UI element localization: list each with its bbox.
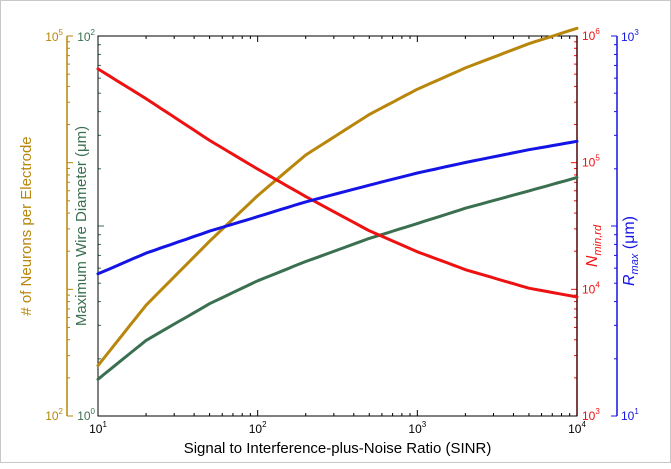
nmin-tick-1e6-base: 10 <box>582 29 596 43</box>
neurons-tick-bottom-base: 10 <box>45 409 59 423</box>
neurons-tick-label-top: 105 <box>45 28 63 44</box>
rmax-tick-label-bottom: 101 <box>621 407 639 423</box>
nmin-tick-1e5-exp: 5 <box>595 154 600 163</box>
x-tick-1e2-exp: 2 <box>262 420 267 429</box>
rmax-tick-top-exp: 3 <box>634 28 639 37</box>
x-tick-1e2-base: 10 <box>249 422 263 436</box>
neurons-tick-top-base: 10 <box>45 30 59 44</box>
x-axis-ticks <box>97 36 578 416</box>
nmin-tick-1e6-exp: 6 <box>595 27 600 36</box>
neurons-axis-label: # of Neurons per Electrode <box>18 136 35 315</box>
x-tick-1e4-exp: 4 <box>581 420 586 429</box>
x-tick-1e3-base: 10 <box>408 422 422 436</box>
diameter-tick-label-bottom: 100 <box>77 407 95 423</box>
nmin-tick-1e4-exp: 4 <box>595 280 600 289</box>
rmax-tick-bottom-base: 10 <box>621 409 635 423</box>
nmin-tick-1e3-base: 10 <box>582 409 596 423</box>
x-tick-label-1e3: 103 <box>408 420 426 436</box>
diameter-tick-bottom-base: 10 <box>77 409 91 423</box>
diameter-tick-bottom-exp: 0 <box>91 407 96 416</box>
series-neurons-line <box>96 26 579 368</box>
nmin-axis: 106 105 104 103 Nmin,rd <box>571 27 604 423</box>
diameter-tick-top-base: 10 <box>77 30 91 44</box>
neurons-tick-bottom-exp: 2 <box>59 407 64 416</box>
x-tick-label-1e2: 102 <box>249 420 267 436</box>
series-rmax-line <box>96 139 579 276</box>
nmin-tick-1e4-base: 10 <box>582 282 596 296</box>
diameter-tick-top-exp: 2 <box>91 28 96 37</box>
diameter-axis-label: Maximum Wire Diameter (μm) <box>73 126 90 326</box>
x-axis-tick-labels: 101 102 103 104 <box>89 420 586 436</box>
rmax-label-unit: (μm) <box>621 216 638 254</box>
x-tick-label-1e4: 104 <box>568 420 586 436</box>
x-axis-label: Signal to Interference-plus-Noise Ratio … <box>184 440 492 457</box>
rmax-label-main: R <box>621 274 638 286</box>
diameter-tick-label-top: 102 <box>77 28 95 44</box>
rmax-tick-top-base: 10 <box>621 30 635 44</box>
nmin-axis-label: Nmin,rd <box>584 224 604 267</box>
nmin-tick-label-1e6: 106 <box>582 27 600 43</box>
rmax-axis-label: Rmax (μm) <box>621 216 641 286</box>
x-tick-1e3-exp: 3 <box>422 420 427 429</box>
nmin-tick-label-1e4: 104 <box>582 280 600 296</box>
series-layer <box>96 26 579 381</box>
rmax-tick-bottom-exp: 1 <box>634 407 639 416</box>
rmax-label-sub: max <box>629 253 641 274</box>
series-diameter-line <box>96 176 579 381</box>
nmin-tick-1e5-base: 10 <box>582 156 596 170</box>
series-nmin-line <box>96 67 579 299</box>
neurons-tick-label-bottom: 102 <box>45 407 63 423</box>
x-tick-1e4-base: 10 <box>568 422 582 436</box>
rmax-tick-label-top: 103 <box>621 28 639 44</box>
nmin-label-main: N <box>584 255 601 267</box>
diameter-axis: 102 100 Maximum Wire Diameter (μm) <box>73 28 104 423</box>
x-tick-label-1e1: 101 <box>89 420 107 436</box>
nmin-tick-labels: 106 105 104 103 <box>582 27 600 423</box>
nmin-label-sub: min,rd <box>592 224 604 255</box>
rmax-axis: 103 101 Rmax (μm) <box>611 28 641 423</box>
nmin-tick-1e3-exp: 3 <box>595 407 600 416</box>
neurons-tick-top-exp: 5 <box>59 28 64 37</box>
plot-area <box>97 35 578 417</box>
x-tick-1e1-base: 10 <box>89 422 103 436</box>
nmin-tick-label-1e3: 103 <box>582 407 600 423</box>
nmin-tick-label-1e5: 105 <box>582 154 600 170</box>
x-tick-1e1-exp: 1 <box>102 420 107 429</box>
neurons-axis: 105 102 # of Neurons per Electrode <box>18 28 73 423</box>
